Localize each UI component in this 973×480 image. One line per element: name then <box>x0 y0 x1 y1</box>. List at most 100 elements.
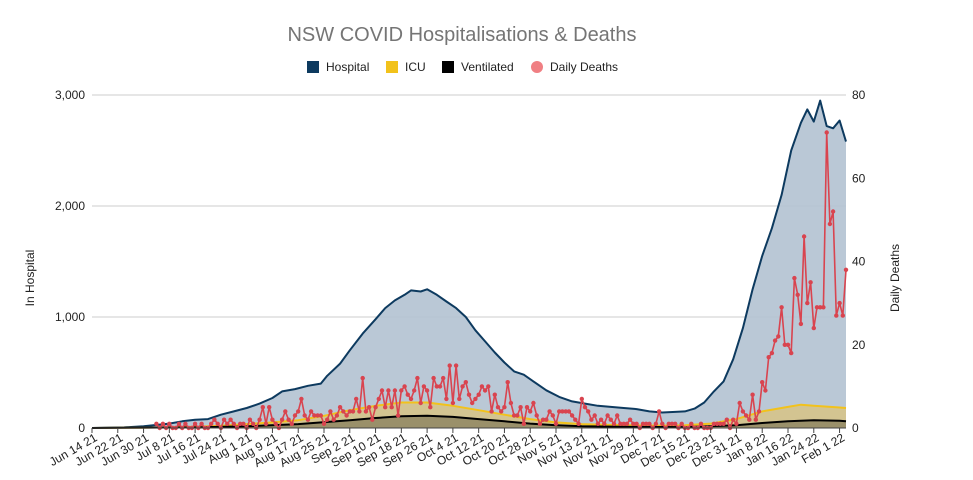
daily-deaths-point <box>199 421 204 426</box>
daily-deaths-point <box>418 400 423 406</box>
daily-deaths-point <box>753 417 758 422</box>
daily-deaths-point <box>576 421 581 426</box>
hospital-line <box>91 99 847 429</box>
daily-deaths-point <box>212 417 217 422</box>
daily-deaths-point <box>557 409 562 414</box>
daily-deaths-point <box>698 421 704 426</box>
daily-deaths-point <box>408 396 414 402</box>
daily-deaths-point <box>279 417 285 422</box>
daily-deaths-point <box>492 392 497 397</box>
daily-deaths-point <box>431 375 436 381</box>
daily-deaths-point <box>621 421 626 426</box>
daily-deaths-point <box>260 405 265 410</box>
daily-deaths-point <box>798 321 804 327</box>
daily-deaths-point <box>679 421 684 426</box>
daily-deaths-point <box>792 275 797 281</box>
daily-deaths-point <box>756 409 762 414</box>
daily-deaths-point <box>389 405 394 410</box>
legend-marker-daily-deaths <box>531 61 543 73</box>
daily-deaths-point <box>837 300 842 306</box>
daily-deaths-point <box>840 313 845 318</box>
daily-deaths-point <box>453 363 459 368</box>
daily-deaths-point <box>444 396 449 402</box>
y-axis-title-left: In Hospital <box>23 250 37 307</box>
daily-deaths-point <box>814 305 820 310</box>
legend: Hospital ICU Ventilated Daily Deaths <box>307 60 618 74</box>
y-tick-label-right: 40 <box>852 255 866 269</box>
daily-deaths-point <box>531 400 536 406</box>
daily-deaths-point <box>383 405 388 410</box>
daily-deaths-point <box>395 413 401 418</box>
daily-deaths-point <box>776 334 781 339</box>
daily-deaths-point <box>789 350 794 356</box>
daily-deaths-point <box>225 421 230 426</box>
daily-deaths-point <box>489 409 494 414</box>
daily-deaths-point <box>228 417 233 422</box>
daily-deaths-point <box>750 392 755 397</box>
daily-deaths-point <box>334 413 340 418</box>
daily-deaths-point <box>586 409 591 414</box>
daily-deaths-point <box>627 417 633 422</box>
daily-deaths-point <box>360 375 365 381</box>
daily-deaths-point <box>463 380 468 385</box>
daily-deaths-point <box>325 417 330 422</box>
daily-deaths-point <box>763 388 768 393</box>
y-axis-right: 0 20 40 60 80 <box>852 88 866 435</box>
daily-deaths-point <box>399 388 404 393</box>
daily-deaths-point <box>534 413 539 418</box>
daily-deaths-point <box>528 409 533 414</box>
y-tick-label-left: 3,000 <box>55 88 85 102</box>
daily-deaths-point <box>795 292 800 297</box>
daily-deaths-point <box>640 421 646 426</box>
daily-deaths-point <box>521 421 526 426</box>
daily-deaths-point <box>250 421 256 426</box>
daily-deaths-point <box>818 305 823 310</box>
daily-deaths-point <box>660 421 665 426</box>
daily-deaths-point <box>721 421 726 426</box>
daily-deaths-point <box>273 421 278 426</box>
daily-deaths-point <box>827 221 833 227</box>
daily-deaths-point <box>231 421 236 426</box>
daily-deaths-point <box>341 409 346 414</box>
daily-deaths-point <box>592 413 597 418</box>
daily-deaths-point <box>241 421 246 426</box>
daily-deaths-point <box>647 421 652 426</box>
daily-deaths-point <box>373 405 378 410</box>
daily-deaths-point <box>283 409 288 414</box>
daily-deaths-point <box>598 417 604 422</box>
daily-deaths-point <box>476 392 481 397</box>
daily-deaths-point <box>821 305 826 310</box>
daily-deaths-point <box>350 409 356 414</box>
daily-deaths-point <box>447 363 452 368</box>
daily-deaths-point <box>769 350 775 356</box>
daily-deaths-point <box>502 405 507 410</box>
daily-deaths-point <box>421 384 427 389</box>
daily-deaths-point <box>160 421 166 426</box>
legend-swatch-icu <box>386 61 398 73</box>
daily-deaths-point <box>354 396 359 402</box>
daily-deaths-point <box>608 417 613 422</box>
daily-deaths-point <box>560 409 565 414</box>
y-axis-title-right: Daily Deaths <box>888 244 902 312</box>
daily-deaths-point <box>734 421 739 426</box>
daily-deaths-point <box>363 409 369 414</box>
hospital-area <box>92 100 846 428</box>
daily-deaths-point <box>566 409 572 414</box>
daily-deaths-point <box>615 413 620 418</box>
daily-deaths-point <box>547 409 552 414</box>
daily-deaths-point <box>602 421 607 426</box>
daily-deaths-point <box>824 130 829 135</box>
daily-deaths-point <box>843 267 849 272</box>
daily-deaths-point <box>573 417 578 422</box>
daily-deaths-point <box>805 300 810 306</box>
legend-label-daily-deaths: Daily Deaths <box>550 60 618 74</box>
daily-deaths-point <box>515 413 520 418</box>
daily-deaths-point <box>392 388 398 393</box>
daily-deaths-point <box>331 417 336 422</box>
daily-deaths-point <box>582 405 588 410</box>
daily-deaths-point <box>263 421 269 426</box>
daily-deaths-point <box>544 417 549 422</box>
daily-deaths-point <box>508 400 514 406</box>
daily-deaths-point <box>611 421 617 426</box>
